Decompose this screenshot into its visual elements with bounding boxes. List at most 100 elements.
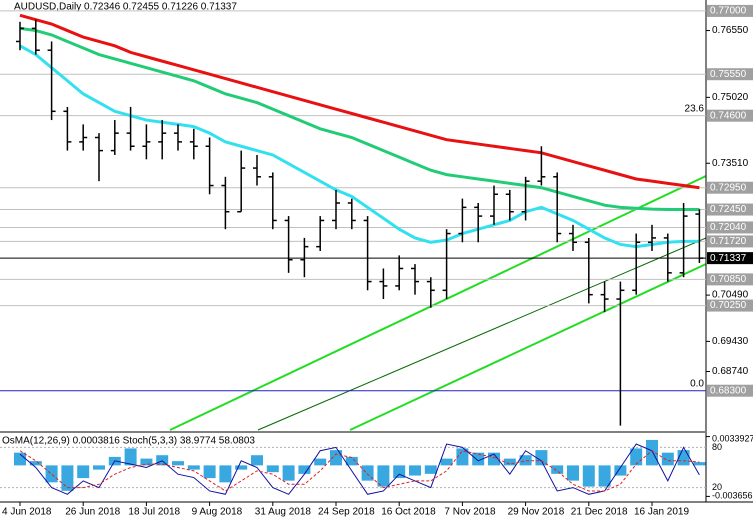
osma-bar — [14, 452, 26, 466]
osma-bar — [567, 465, 579, 481]
osma-bar — [187, 465, 200, 470]
x-tick-label: 26 Jun 2018 — [65, 507, 120, 518]
level-label: 0.71720 — [710, 236, 747, 247]
stoch-tick-label: 80 — [712, 442, 722, 452]
osma-bar — [472, 452, 485, 466]
osma-bar — [456, 448, 469, 466]
osma-bar — [519, 455, 532, 466]
osma-bar — [251, 455, 263, 466]
level-label: 0.74600 — [710, 110, 747, 121]
level-label: 0.75550 — [710, 69, 747, 80]
x-tick-label: 31 Aug 2018 — [255, 507, 312, 518]
level-label: 0.71337 — [710, 253, 747, 264]
level-box — [707, 203, 753, 216]
level-box — [707, 4, 753, 17]
osma-bar — [172, 461, 184, 466]
level-label: 0.70250 — [710, 300, 747, 311]
osma-bar — [693, 462, 706, 466]
osma-bar — [29, 461, 42, 466]
y-tick-label: 0.69430 — [712, 336, 749, 347]
osma-bar — [551, 465, 564, 474]
osma-bar — [45, 465, 58, 483]
osma-bar — [677, 450, 690, 466]
osma-bar — [361, 465, 374, 481]
level-box — [707, 273, 753, 286]
osma-bar — [345, 456, 358, 466]
fib-label: 23.6 — [685, 103, 705, 114]
osma-bar — [424, 465, 437, 474]
osma-bar — [409, 465, 421, 476]
stoch-line — [19, 450, 700, 492]
moving-average — [19, 26, 700, 212]
osma-bar — [503, 458, 516, 466]
osma-bar — [298, 465, 311, 474]
level-box — [707, 68, 753, 81]
osma-bar — [203, 465, 216, 479]
level-label: 0.72040 — [710, 222, 747, 233]
channel — [169, 175, 706, 431]
osma-bar — [582, 465, 595, 487]
trend-line — [169, 175, 706, 431]
trend-line — [257, 237, 706, 431]
stoch-tick-label: 20 — [712, 482, 722, 492]
price-panel — [0, 10, 706, 426]
x-tick-label: 9 Aug 2018 — [192, 507, 243, 518]
x-tick-label: 21 Dec 2018 — [571, 507, 628, 518]
level-label: 0.70850 — [710, 274, 747, 285]
osma-bar — [266, 465, 279, 473]
moving-average — [19, 13, 700, 190]
level-box — [707, 181, 753, 194]
osma-bar — [282, 465, 295, 481]
stoch-line — [19, 443, 700, 495]
level-box — [707, 221, 753, 234]
indicator-title: OsMA(12,26,9) 0.0003816 Stoch(5,3,3) 38.… — [2, 436, 255, 447]
x-tick-label: 4 Jun 2018 — [2, 507, 52, 518]
x-tick-label: 7 Nov 2018 — [444, 507, 496, 518]
level-label: 0.77000 — [710, 6, 747, 17]
x-tick-label: 16 Jan 2019 — [634, 507, 689, 518]
y-tick-label: 0.0033927 — [712, 433, 753, 443]
osma-bar — [377, 465, 390, 487]
osma-bar — [535, 450, 548, 466]
fib-label: 0.0 — [690, 378, 704, 389]
level-box — [707, 252, 753, 265]
chart-title: AUDUSD,Daily 0.72346 0.72455 0.71226 0.7… — [14, 2, 237, 13]
y-tick-label: 0.70490 — [712, 290, 749, 301]
level-box — [707, 299, 753, 312]
moving-average — [19, 44, 700, 249]
osma-bar — [646, 439, 658, 466]
osma-bar — [219, 465, 232, 483]
osma-bar — [124, 448, 137, 466]
level-box — [707, 109, 753, 122]
y-tick-label: 0.76550 — [712, 25, 749, 36]
osma-bar — [330, 450, 342, 466]
osma-bar — [661, 452, 674, 466]
osma-bar — [614, 465, 627, 476]
y-tick-label: 0.68740 — [712, 366, 749, 377]
level-label: 0.68300 — [710, 385, 747, 396]
osma-bar — [630, 448, 643, 466]
osma-bar — [598, 465, 611, 487]
osma-bar — [314, 458, 327, 466]
y-tick-label: 0.73510 — [712, 158, 749, 169]
x-tick-label: 24 Sep 2018 — [318, 507, 375, 518]
osma-bar — [93, 465, 105, 470]
level-box — [707, 384, 753, 397]
osma-bar — [77, 465, 90, 479]
level-label: 0.72950 — [710, 182, 747, 193]
x-tick-label: 29 Nov 2018 — [508, 507, 565, 518]
x-tick-label: 18 Jul 2018 — [128, 507, 180, 518]
y-tick-label: 0.75020 — [712, 92, 749, 103]
level-box — [707, 235, 753, 248]
osma-bar — [235, 465, 248, 470]
y-tick-label: -0.003656 — [712, 490, 753, 500]
level-label: 0.72450 — [710, 204, 747, 215]
x-tick-label: 16 Oct 2018 — [381, 507, 436, 518]
osma-bar — [440, 458, 453, 466]
osma-bar — [393, 465, 406, 479]
trend-line — [349, 263, 706, 431]
osma-bar — [61, 465, 74, 491]
osma-bar — [140, 458, 153, 466]
